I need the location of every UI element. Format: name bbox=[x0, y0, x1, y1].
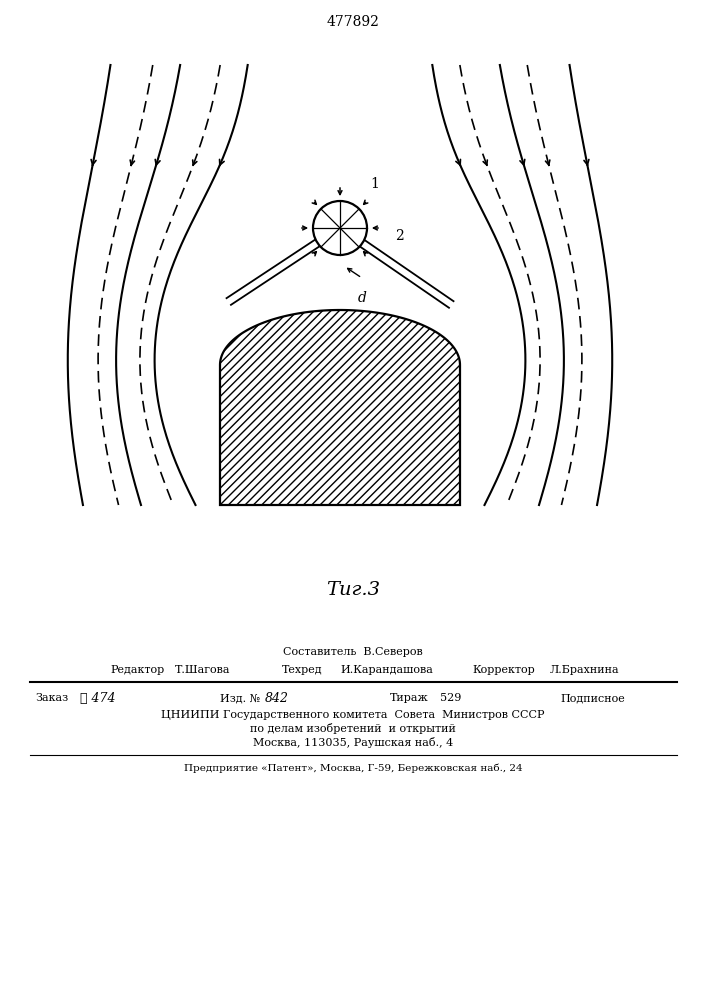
Circle shape bbox=[313, 201, 367, 255]
Text: 2: 2 bbox=[395, 229, 404, 243]
Polygon shape bbox=[220, 310, 460, 505]
Text: Техред: Техред bbox=[282, 665, 322, 675]
Text: Подписное: Подписное bbox=[560, 693, 625, 703]
Text: d: d bbox=[358, 291, 367, 305]
Text: 529: 529 bbox=[440, 693, 462, 703]
Text: Составитель  В.Северов: Составитель В.Северов bbox=[283, 647, 423, 657]
Text: Л.Брахнина: Л.Брахнина bbox=[550, 665, 619, 675]
Text: Изд. №: Изд. № bbox=[220, 693, 260, 703]
Text: 842: 842 bbox=[265, 692, 289, 704]
Text: И.Карандашова: И.Карандашова bbox=[340, 665, 433, 675]
Text: Τиг.3: Τиг.3 bbox=[326, 581, 380, 599]
Text: Заказ: Заказ bbox=[35, 693, 68, 703]
Text: Предприятие «Патент», Москва, Г-59, Бережковская наб., 24: Предприятие «Патент», Москва, Г-59, Бере… bbox=[184, 763, 522, 773]
Text: 477892: 477892 bbox=[327, 15, 380, 29]
Text: Редактор: Редактор bbox=[110, 665, 164, 675]
Text: Тираж: Тираж bbox=[390, 693, 428, 703]
Text: Корректор: Корректор bbox=[472, 665, 534, 675]
Text: Москва, 113035, Раушская наб., 4: Москва, 113035, Раушская наб., 4 bbox=[253, 738, 453, 748]
Text: ЦНИИПИ Государственного комитета  Совета  Министров СССР: ЦНИИПИ Государственного комитета Совета … bbox=[161, 710, 545, 720]
Text: Т.Шагова: Т.Шагова bbox=[175, 665, 230, 675]
Text: по делам изобретений  и открытий: по делам изобретений и открытий bbox=[250, 724, 456, 734]
Text: 1: 1 bbox=[370, 177, 379, 191]
Text: ℓ 474: ℓ 474 bbox=[80, 692, 115, 704]
